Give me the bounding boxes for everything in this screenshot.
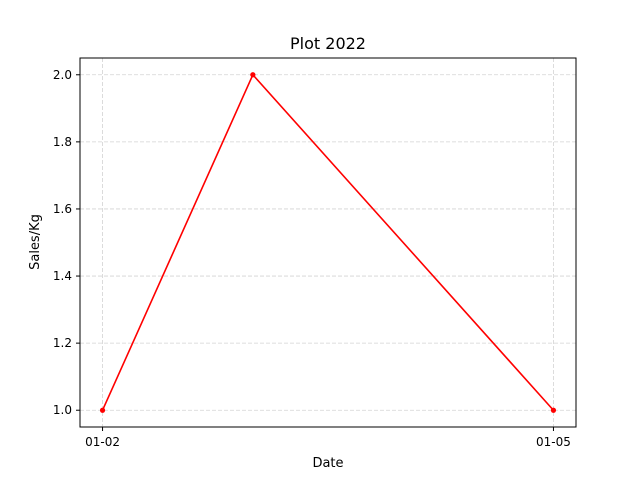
data-point [99,407,106,413]
data-point [550,407,557,413]
y-tick-label: 1.8 [53,135,72,149]
series-layer [99,72,557,413]
y-axis-label: Sales/Kg [28,214,43,270]
y-tick-label: 1.6 [53,202,72,216]
x-axis-label: Date [312,456,343,471]
y-tick-label: 1.2 [53,336,72,350]
series-line [101,73,555,411]
y-tick-label: 1.0 [53,403,72,417]
chart-title: Plot 2022 [290,34,366,53]
x-axis: 01-02 01-05 [85,427,571,449]
data-point [250,72,256,78]
grid-lines [80,58,576,427]
plot-frame [79,57,577,428]
y-tick-label: 1.4 [53,269,72,283]
x-tick-label: 01-05 [536,435,571,449]
y-tick-label: 2.0 [53,68,72,82]
x-tick-label: 01-02 [85,435,120,449]
y-axis: 1.0 1.2 1.4 1.6 1.8 2.0 [53,68,80,417]
